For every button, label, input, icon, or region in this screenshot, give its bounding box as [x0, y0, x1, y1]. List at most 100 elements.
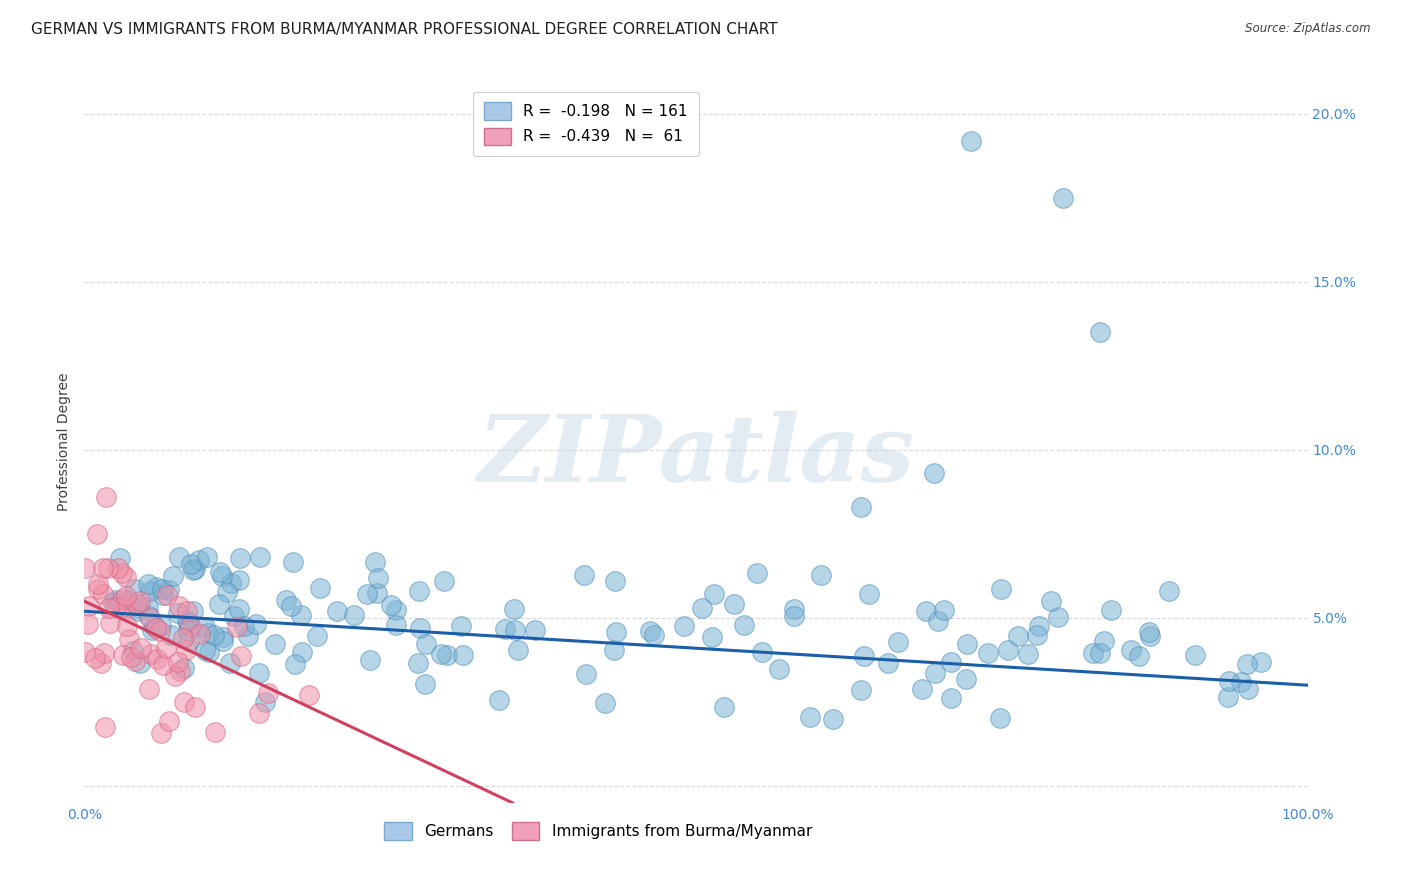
Point — [247, 706, 270, 720]
Point — [359, 652, 381, 666]
Point — [112, 599, 135, 613]
Point — [107, 560, 129, 574]
Point — [84, 650, 107, 665]
Point — [1159, 584, 1181, 599]
Point — [105, 599, 128, 614]
Point — [138, 681, 160, 696]
Point — [997, 642, 1019, 657]
Point — [181, 604, 204, 618]
Point — [165, 668, 187, 682]
Point — [228, 574, 250, 588]
Point — [233, 619, 256, 633]
Point — [162, 569, 184, 583]
Point — [849, 683, 872, 698]
Point — [799, 709, 821, 723]
Point — [745, 566, 768, 581]
Point — [167, 606, 190, 620]
Point — [1028, 619, 1050, 633]
Point — [155, 640, 177, 655]
Point — [990, 582, 1012, 596]
Point — [1119, 643, 1142, 657]
Point — [114, 601, 136, 615]
Point — [231, 648, 253, 663]
Point — [118, 632, 141, 646]
Point — [139, 611, 162, 625]
Point — [202, 628, 225, 642]
Point — [188, 627, 211, 641]
Point — [605, 574, 627, 589]
Point — [115, 570, 138, 584]
Point — [380, 598, 402, 612]
Point — [488, 693, 510, 707]
Point — [575, 667, 598, 681]
Point — [849, 500, 872, 514]
Point — [643, 628, 665, 642]
Point — [911, 682, 934, 697]
Y-axis label: Professional Degree: Professional Degree — [58, 372, 72, 511]
Point — [245, 617, 267, 632]
Point — [212, 634, 235, 648]
Point — [167, 655, 190, 669]
Point — [364, 556, 387, 570]
Point — [208, 598, 231, 612]
Point — [436, 648, 458, 662]
Point — [990, 711, 1012, 725]
Point — [853, 648, 876, 663]
Point — [176, 604, 198, 618]
Point — [960, 134, 983, 148]
Point — [524, 624, 547, 638]
Point — [1040, 594, 1063, 608]
Point — [430, 648, 453, 662]
Point — [86, 527, 108, 541]
Point — [90, 657, 112, 671]
Point — [167, 550, 190, 565]
Point — [810, 568, 832, 582]
Point — [236, 629, 259, 643]
Point — [75, 560, 97, 574]
Point — [173, 661, 195, 675]
Point — [120, 650, 142, 665]
Point — [356, 587, 378, 601]
Point — [887, 634, 910, 648]
Point — [211, 631, 233, 645]
Point — [122, 644, 145, 658]
Point — [93, 646, 115, 660]
Point — [204, 724, 226, 739]
Point — [408, 584, 430, 599]
Point — [176, 614, 198, 628]
Point — [184, 700, 207, 714]
Point — [713, 700, 735, 714]
Point — [924, 666, 946, 681]
Point — [1046, 610, 1069, 624]
Point — [503, 602, 526, 616]
Point — [97, 560, 120, 574]
Point — [129, 641, 152, 656]
Point — [112, 648, 135, 662]
Point — [136, 577, 159, 591]
Point — [247, 666, 270, 681]
Point — [172, 631, 194, 645]
Point — [101, 595, 124, 609]
Point — [77, 599, 100, 613]
Point — [146, 652, 169, 666]
Point — [281, 555, 304, 569]
Point — [1230, 674, 1253, 689]
Point — [1218, 673, 1240, 688]
Point — [228, 602, 250, 616]
Point — [309, 582, 332, 596]
Point — [751, 645, 773, 659]
Point — [274, 593, 297, 607]
Point — [1081, 647, 1104, 661]
Point — [768, 662, 790, 676]
Point — [91, 587, 114, 601]
Point — [138, 608, 160, 623]
Point — [1007, 629, 1029, 643]
Point — [160, 628, 183, 642]
Point — [145, 621, 167, 635]
Point — [211, 569, 233, 583]
Point — [169, 599, 191, 614]
Point — [941, 655, 963, 669]
Point — [226, 620, 249, 634]
Point — [115, 619, 138, 633]
Point — [215, 584, 238, 599]
